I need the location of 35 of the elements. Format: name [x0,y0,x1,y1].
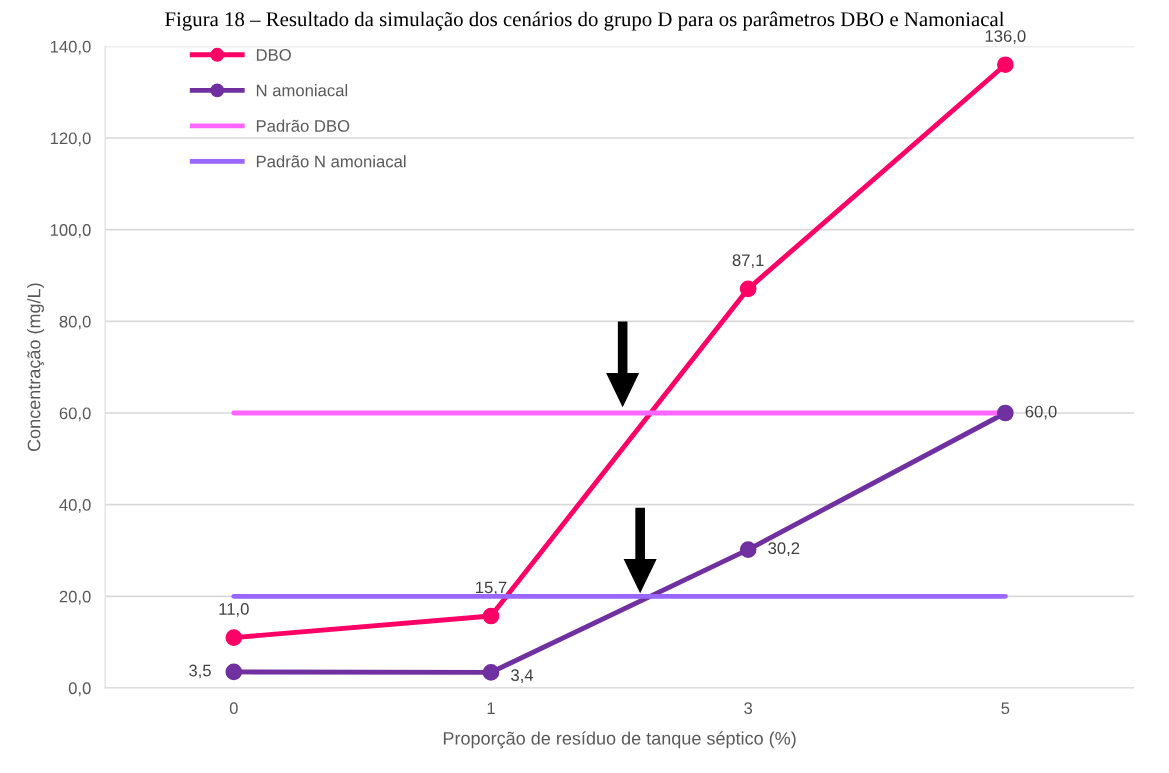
y-tick-label: 120,0 [50,132,91,147]
data-label: 15,7 [476,581,507,596]
point [739,280,757,298]
chart-title: Figura 18 – Resultado da simulação dos cenários do grupo D para os parâmetros DBO e Namoniacal [165,11,1005,31]
legend-label: N amoniacal [256,84,348,97]
y-axis-title: Concentração (mg/L) [27,283,45,452]
data-label: 136,0 [985,30,1026,44]
data-label: 3,4 [511,669,534,683]
point [739,541,757,558]
legend-label: DBO [256,48,291,61]
y-tick-label: 40,0 [59,499,91,513]
point [997,404,1014,422]
x-axis-title: Proporção de resíduo de tanque séptico (%) [443,731,796,749]
y-tick-label: 0,0 [68,682,91,697]
legend-label: Padrão N amoniacal [256,155,406,168]
point [482,664,500,681]
y-tick-label: 80,0 [59,315,91,330]
data-label: 60,0 [1025,405,1057,420]
point [482,607,500,625]
point [225,663,243,681]
x-tick-label: 5 [1001,702,1010,715]
data-label: 3,5 [189,664,211,679]
x-tick-label: 3 [744,702,753,715]
y-tick-label: 60,0 [59,407,91,422]
point [225,629,243,646]
x-tick-label: 0 [229,702,238,715]
point [997,56,1014,74]
y-tick-label: 20,0 [59,590,91,605]
data-label: 11,0 [219,603,249,617]
y-tick-label: 100,0 [50,224,91,238]
legend-label: Padrão DBO [256,119,350,132]
y-tick-label: 140,0 [50,40,91,55]
x-tick-label: 1 [487,702,495,714]
data-label: 30,2 [768,542,800,557]
data-label: 87,1 [732,254,764,269]
